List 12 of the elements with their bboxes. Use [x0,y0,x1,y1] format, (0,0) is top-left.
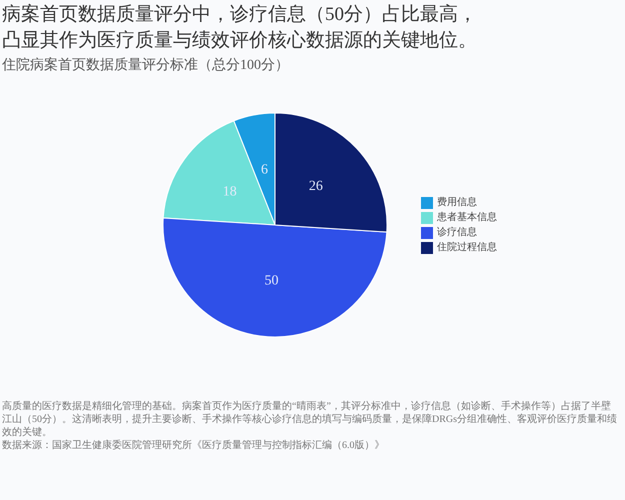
legend-label: 患者基本信息 [437,212,497,223]
legend-label: 费用信息 [437,197,477,208]
chart-title: 病案首页数据质量评分中，诊疗信息（50分）占比最高，凸显其作为医疗质量与绩效评价核心数据源的关键地位。 [2,2,478,53]
legend-label: 住院过程信息 [437,242,497,253]
data-label: 18 [222,184,237,200]
data-label: 50 [264,273,278,288]
legend-label: 诊疗信息 [437,227,477,238]
data-label: 26 [308,179,323,194]
source-note: 数据来源：国家卫生健康委医院管理研究所《医疗质量管理与控制指标汇编（6.0版）》 [2,439,386,452]
chart-subtitle: 住院病案首页数据质量评分标准（总分100分） [2,57,289,75]
data-label: 6 [261,162,268,178]
text: 高质量的医疗数据是精细化管理的基础。病案首页作为医疗质量的“晴雨表”，其评分标准中，诊疗信息（如诊断、手术操作等）占据了半壁江山（50分）。这清晰表明，提升主要诊断、手术操作等核心诊疗信息的填写与编码质量，是保障DRGs分组准确性、客观评价医疗质量和绩效的关键。 [2,400,618,439]
